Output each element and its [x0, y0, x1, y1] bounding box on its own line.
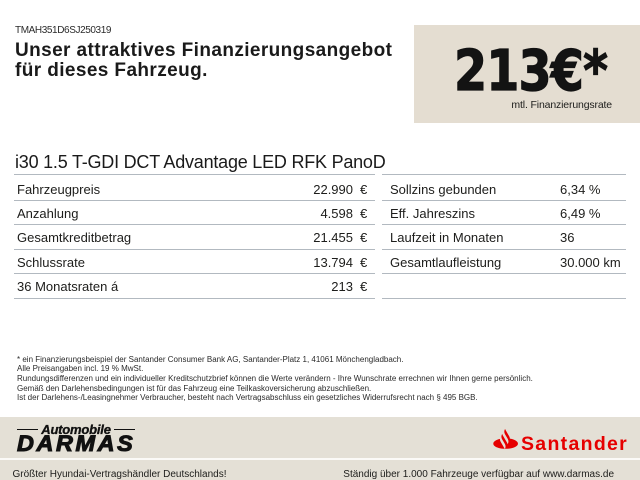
table-row: Anzahlung 4.598 €: [14, 200, 375, 224]
row-unit: €: [360, 181, 368, 197]
row-unit: €: [360, 205, 368, 221]
fine-print-line: Alle Preisangaben incl. 19 % MwSt.: [17, 364, 144, 374]
footer-note-left: Größter Hyundai-Vertragshändler Deutschl…: [12, 468, 227, 480]
row-label: Schlussrate: [17, 254, 85, 270]
darmas-logo: Automobile DARMAS: [16, 422, 135, 455]
fine-print-line: Gemäß den Darlehensbedingungen ist für d…: [17, 383, 372, 393]
vehicle-title: i30 1.5 T-GDI DCT Advantage LED RFK Pano…: [15, 152, 386, 172]
row-value: 22.990: [313, 181, 353, 197]
table-row: Eff. Jahreszins 6,49 %: [382, 200, 626, 224]
fine-print-line: Rundungsdifferenzen und ein individuelle…: [17, 373, 533, 383]
row-unit: €: [360, 279, 368, 295]
footer-notes: Größter Hyundai-Vertragshändler Deutschl…: [0, 460, 640, 480]
page-title: Unser attraktives Finanzierungsangebot f…: [15, 40, 393, 82]
fine-print-line: * ein Finanzierungsbeispiel der Santande…: [17, 354, 404, 364]
row-value: 4.598: [320, 205, 353, 221]
row-value: 36: [560, 230, 575, 246]
santander-logo: Santander: [492, 417, 632, 458]
footer-divider: [0, 457, 640, 460]
fine-print-line: Ist der Darlehens-/Leasingnehmer Verbrau…: [17, 393, 478, 403]
table-row: Fahrzeugpreis 22.990 €: [14, 174, 375, 200]
table-row: 36 Monatsraten á 213 €: [14, 273, 375, 297]
legal-fine-print: * ein Finanzierungsbeispiel der Santande…: [17, 355, 533, 404]
darmas-right-rule: [113, 428, 135, 431]
row-label: Eff. Jahreszins: [390, 205, 476, 221]
footer-note-right: Ständig über 1.000 Fahrzeuge verfügbar a…: [343, 468, 614, 480]
row-value: 6,34 %: [560, 181, 601, 197]
row-label: Anzahlung: [17, 205, 79, 221]
table-bottom-line: [14, 297, 375, 299]
row-value: 21.455: [313, 230, 353, 246]
table-row: Sollzins gebunden 6,34 %: [382, 174, 626, 200]
row-unit: €: [360, 230, 368, 246]
monthly-rate-box: 213€* mtl. Finanzierungsrate: [414, 25, 640, 123]
row-value: 6,49 %: [560, 205, 601, 221]
darmas-logo-wordmark: DARMAS: [16, 431, 136, 456]
row-label: Fahrzeugpreis: [17, 181, 101, 197]
santander-flame-icon: [493, 429, 518, 450]
table-row: Gesamtkreditbetrag 21.455 €: [14, 224, 375, 248]
table-row: Schlussrate 13.794 €: [14, 248, 375, 273]
row-value: 30.000 km: [560, 254, 621, 270]
row-label: Gesamtlaufleistung: [390, 254, 502, 270]
santander-wordmark: Santander: [521, 432, 629, 455]
row-value: 213: [331, 279, 353, 295]
row-unit: €: [360, 254, 368, 270]
heading-line-2: für dieses Fahrzeug.: [15, 60, 208, 82]
table-row: [382, 273, 626, 297]
monthly-rate-amount: 213€*: [453, 38, 608, 104]
table-row: Gesamtlaufleistung 30.000 km: [382, 248, 626, 273]
table-row: Laufzeit in Monaten 36: [382, 224, 626, 248]
row-label: Sollzins gebunden: [390, 181, 497, 197]
row-label: 36 Monatsraten á: [17, 279, 119, 295]
footer-strip: Automobile DARMAS Santander Größter Hyun…: [0, 417, 640, 480]
darmas-logo-subtitle: Automobile: [41, 422, 111, 437]
finance-table-left: Fahrzeugpreis 22.990 € Anzahlung 4.598 €…: [14, 174, 375, 299]
table-bottom-line: [382, 297, 626, 299]
heading-line-1: Unser attraktives Finanzierungsangebot: [15, 40, 393, 61]
finance-table-right: Sollzins gebunden 6,34 % Eff. Jahreszins…: [382, 174, 626, 299]
monthly-rate-caption: mtl. Finanzierungsrate: [511, 99, 612, 111]
row-label: Gesamtkreditbetrag: [17, 230, 132, 246]
vin-code: TMAH351D6SJ250319: [15, 24, 112, 36]
darmas-logo-top: Automobile: [17, 422, 135, 437]
darmas-left-rule: [17, 428, 39, 431]
row-label: Laufzeit in Monaten: [390, 230, 504, 246]
row-value: 13.794: [313, 254, 353, 270]
